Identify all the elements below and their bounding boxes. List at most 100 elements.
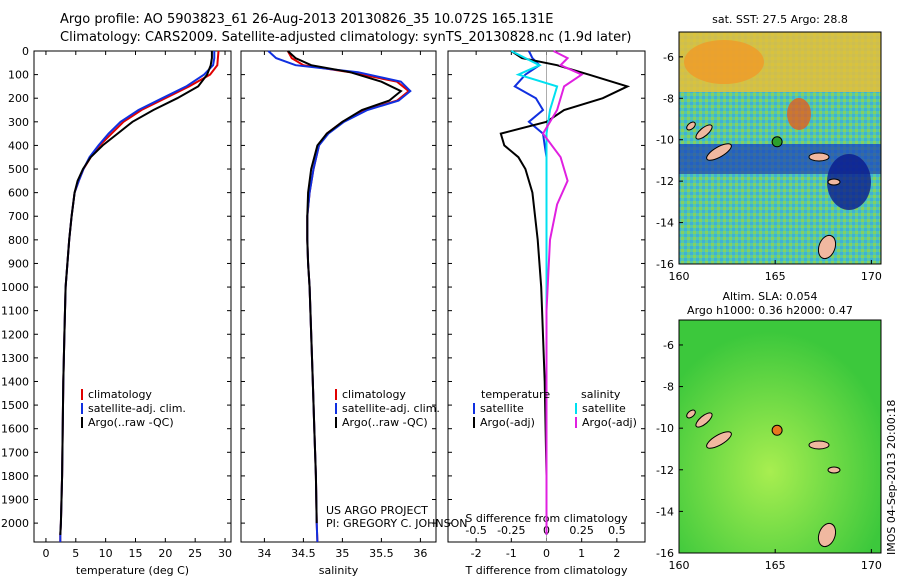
y-tick-label: 1800: [1, 470, 29, 483]
island-shape: [706, 143, 732, 161]
legend-label: Argo(..raw -QC): [88, 416, 174, 429]
x-axis-label: T difference from climatology: [465, 564, 628, 577]
x-axis-label: salinity: [319, 564, 359, 577]
legend-label: satellite-adj. clim.: [88, 402, 186, 415]
top-x-tick-label: -0.5: [465, 524, 486, 537]
sst-warm-patch: [684, 40, 764, 84]
float-position-marker: [771, 136, 783, 148]
x-tick-label: -2: [471, 547, 482, 560]
x-tick-label: 1: [578, 547, 585, 560]
x-tick-label: 35: [335, 547, 349, 560]
sla-map-title: Altim. SLA: 0.054: [722, 290, 817, 303]
island-shape: [827, 178, 841, 186]
y-tick-label: 1100: [1, 305, 29, 318]
x-tick-label: 2: [613, 547, 620, 560]
map-y-tick-label: -12: [656, 175, 674, 188]
y-tick-label: 200: [8, 92, 29, 105]
y-tick-label: 900: [8, 257, 29, 270]
map-x-tick-label: 165: [765, 559, 786, 572]
x-tick-label: 0: [42, 547, 49, 560]
x-tick-label: 15: [128, 547, 142, 560]
y-tick-label: 1900: [1, 494, 29, 507]
island-shape: [695, 412, 713, 428]
island-shape: [808, 152, 830, 162]
y-tick-label: 300: [8, 116, 29, 129]
map-y-tick-label: -10: [656, 422, 674, 435]
series-line: [287, 50, 403, 524]
temperature-frame: [33, 50, 232, 543]
climatology-subtitle: Climatology: CARS2009. Satellite-adjuste…: [60, 30, 632, 45]
legend-label: Argo(-adj): [480, 416, 535, 429]
legend-label: satellite: [480, 402, 524, 415]
legend-header-temperature: temperature: [481, 388, 550, 401]
map-x-tick-label: 165: [765, 270, 786, 283]
legend-label: Argo(..raw -QC): [342, 416, 428, 429]
top-x-tick-label: -0.25: [497, 524, 525, 537]
island-shape: [808, 440, 830, 450]
sla-map: 160 165 170 -6 -8 -10 -12 -14 -16 Altim. SLA: 0.0…: [656, 290, 882, 572]
y-tick-label: 1200: [1, 328, 29, 341]
salinity-panel: 34 34.5 35 35.5 36 salinity climatologysatelli…: [240, 50, 440, 577]
y-tick-label: 800: [8, 234, 29, 247]
island-shape: [695, 124, 713, 140]
island-shape: [686, 409, 696, 419]
profile-title: Argo profile: AO 5903823_61 26-Aug-2013 …: [60, 12, 554, 27]
map-y-tick-label: -14: [656, 505, 674, 518]
project-credit: US ARGO PROJECT: [326, 504, 428, 517]
x-tick-label: 34.5: [291, 547, 316, 560]
x-tick-label: 25: [188, 547, 202, 560]
map-frame: [678, 319, 882, 554]
x-tick-label: 36: [413, 547, 427, 560]
series-line: [59, 51, 213, 535]
series-line: [499, 50, 631, 535]
x-tick-label: 34: [257, 547, 271, 560]
map-y-tick-label: -14: [656, 217, 674, 230]
island-shape: [817, 522, 837, 548]
top-x-tick-label: 0.25: [569, 524, 594, 537]
float-position-marker: [771, 424, 783, 436]
island-shape: [827, 466, 841, 474]
salinity-frame: [240, 50, 437, 543]
x-tick-label: 10: [99, 547, 113, 560]
x-tick-label: -1: [506, 547, 517, 560]
legend-label: climatology: [342, 388, 406, 401]
y-tick-label: 1400: [1, 375, 29, 388]
legend-label: satellite-adj. clim.: [342, 402, 440, 415]
legend-label: satellite: [582, 402, 626, 415]
map-x-tick-label: 160: [669, 270, 690, 283]
map-y-tick-label: -6: [663, 339, 674, 352]
top-x-tick-label: 0.5: [608, 524, 626, 537]
x-tick-label: 0: [543, 547, 550, 560]
x-tick-label: 5: [72, 547, 79, 560]
map-y-tick-label: -16: [656, 547, 674, 560]
map-x-tick-label: 170: [861, 270, 882, 283]
legend-label: climatology: [88, 388, 152, 401]
x-tick-label: 35.5: [369, 547, 394, 560]
map-y-tick-label: -10: [656, 134, 674, 147]
sst-hot-spot: [787, 98, 811, 130]
sst-cool-patch: [827, 154, 871, 210]
sla-field: [679, 320, 881, 553]
pi-credit: PI: GREGORY C. JOHNSON: [326, 517, 467, 530]
y-tick-label: 600: [8, 187, 29, 200]
y-tick-label: 1500: [1, 399, 29, 412]
temperature-panel: 0100200300400500600700800900100011001200…: [1, 45, 232, 577]
series-line: [541, 50, 584, 535]
imos-stamp: IMOS 04-Sep-2013 20:00:18: [885, 400, 898, 555]
island-shape: [706, 431, 732, 449]
y-tick-label: 1600: [1, 423, 29, 436]
sst-map-title: sat. SST: 27.5 Argo: 28.8: [712, 13, 848, 26]
y-tick-label: 100: [8, 69, 29, 82]
island-shape: [686, 121, 696, 131]
x-axis-label: temperature (deg C): [76, 564, 189, 577]
island-shape: [817, 234, 837, 260]
map-frame: [678, 31, 882, 265]
y-tick-label: 2000: [1, 517, 29, 530]
map-y-tick-label: -12: [656, 464, 674, 477]
x-tick-label: 30: [218, 547, 232, 560]
y-tick-label: 500: [8, 163, 29, 176]
map-x-tick-label: 160: [669, 559, 690, 572]
y-tick-label: 1700: [1, 446, 29, 459]
y-tick-label: 1000: [1, 281, 29, 294]
